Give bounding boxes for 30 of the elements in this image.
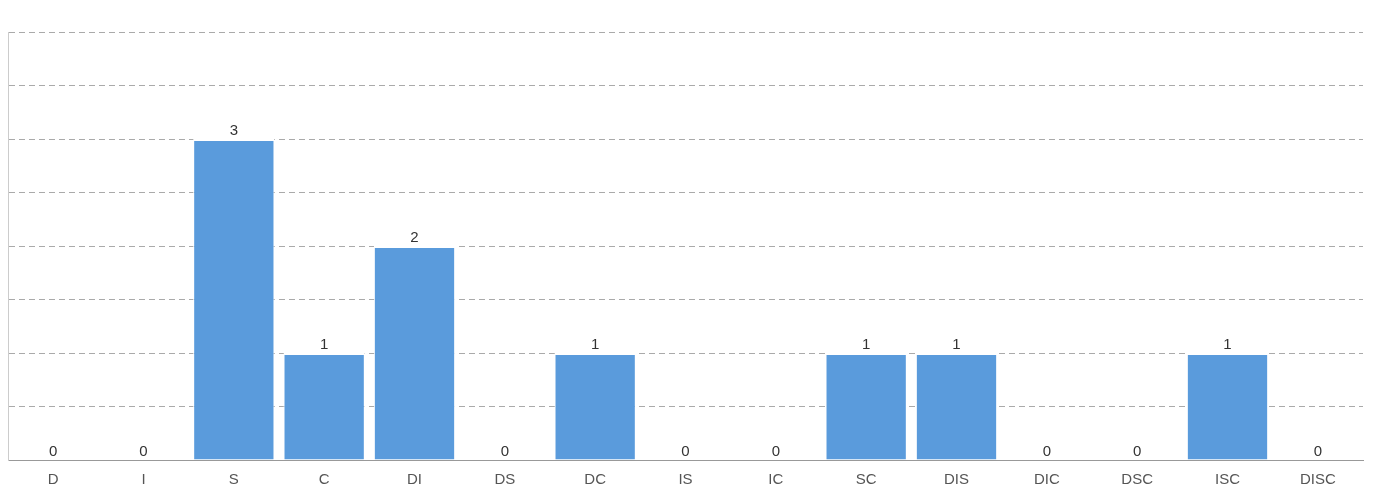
x-tick-label: C — [318, 470, 330, 488]
data-label: 0 — [500, 441, 510, 459]
x-tick-label: D — [47, 470, 59, 488]
x-tick-label: IC — [768, 470, 784, 488]
data-label: 1 — [861, 334, 871, 352]
x-tick-label: DSC — [1121, 470, 1154, 488]
x-tick-label: DIS — [943, 470, 970, 488]
data-label: 0 — [48, 441, 58, 459]
data-label: 0 — [1042, 441, 1052, 459]
data-label: 0 — [1132, 441, 1142, 459]
x-tick-label: DISC — [1299, 470, 1336, 488]
x-tick-label: DI — [407, 470, 422, 488]
x-tick-label: ISC — [1214, 470, 1241, 488]
data-label: 0 — [1313, 441, 1323, 459]
data-label: 3 — [229, 120, 239, 138]
data-label: 1 — [952, 334, 961, 352]
x-tick-label: SC — [855, 470, 877, 488]
data-label: 0 — [681, 441, 690, 459]
data-label: 0 — [139, 441, 148, 459]
x-tick-label: DS — [494, 470, 516, 488]
data-label: 1 — [319, 334, 329, 352]
data-label: 2 — [410, 227, 419, 245]
x-tick-label: DC — [584, 470, 607, 488]
data-label: 0 — [771, 441, 781, 459]
x-tick-label: DIC — [1033, 470, 1060, 488]
data-label: 1 — [590, 334, 600, 352]
x-tick-label: IS — [678, 470, 693, 488]
x-tick-label: I — [141, 470, 146, 488]
x-tick-label: S — [228, 470, 239, 488]
data-label: 1 — [1223, 334, 1232, 352]
